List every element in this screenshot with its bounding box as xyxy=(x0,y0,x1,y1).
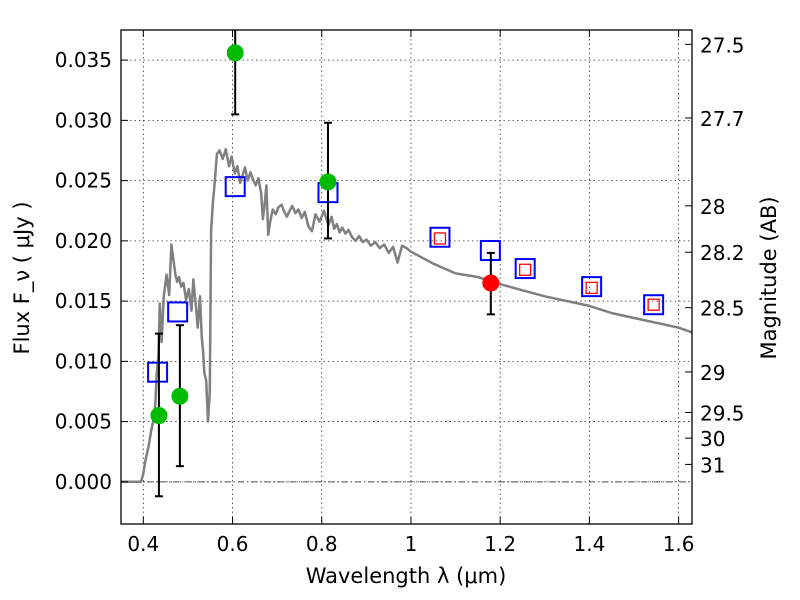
data-series xyxy=(121,30,693,498)
magnitude-tick-label: 27.7 xyxy=(700,107,745,131)
x-tick-label: 1 xyxy=(405,532,418,556)
y-tick-label: 0.010 xyxy=(55,349,112,373)
blue-model-square xyxy=(167,301,189,323)
red-model-square xyxy=(433,232,447,245)
magnitude-tick-label: 30 xyxy=(700,427,725,451)
blue-model-square xyxy=(429,226,451,248)
magnitude-tick-label: 27.5 xyxy=(700,33,745,57)
y-tick-label: 0.005 xyxy=(55,410,112,434)
magnitude-tick-label: 28 xyxy=(700,195,725,219)
blue-model-square xyxy=(581,276,603,298)
y-tick-label: 0.020 xyxy=(55,229,112,253)
green-observed-point xyxy=(226,44,244,62)
magnitude-tick-label: 29.5 xyxy=(700,401,745,425)
model-sed-line xyxy=(121,148,693,484)
blue-model-square xyxy=(224,176,246,198)
x-tick-label: 1.6 xyxy=(663,532,695,556)
x-tick-label: 0.6 xyxy=(217,532,249,556)
blue-model-square xyxy=(643,294,665,316)
grid-lines xyxy=(121,30,692,524)
plot-frame xyxy=(120,29,693,525)
blue-model-square xyxy=(514,258,536,280)
magnitude-tick-label: 28.5 xyxy=(700,297,745,321)
y-tick-label: 0.025 xyxy=(55,169,112,193)
blue-model-square xyxy=(147,361,169,383)
y-tick-label: 0.015 xyxy=(55,289,112,313)
red-model-square xyxy=(647,298,660,311)
red-model-square xyxy=(519,263,532,276)
y-tick-label: 0.000 xyxy=(55,470,112,494)
magnitude-tick-label: 31 xyxy=(700,453,725,477)
x-tick-label: 0.8 xyxy=(306,532,338,556)
x-tick-label: 1.4 xyxy=(573,532,605,556)
y-axis-ticks: 0.000 0.005 0.010 0.015 0.020 0.025 0.030 0.035 xyxy=(55,48,128,494)
magnitude-axis-title: Magnitude (AB) xyxy=(757,196,781,359)
green-observed-point xyxy=(171,387,189,405)
x-axis-title: Wavelength λ (μm) xyxy=(306,564,507,588)
y-tick-label: 0.030 xyxy=(55,108,112,132)
green-observed-point xyxy=(150,407,168,425)
green-observed-point xyxy=(319,173,337,191)
magnitude-tick-label: 29 xyxy=(700,361,725,385)
red-model-square xyxy=(585,281,598,294)
y-axis-title: Flux F_ν ( μJy ) xyxy=(10,201,35,354)
red-observed-point xyxy=(482,274,500,292)
magnitude-tick-label: 28.2 xyxy=(700,241,745,265)
x-axis-ticks: 0.4 0.6 0.8 1 1.2 1.4 1.6 xyxy=(127,30,695,556)
x-tick-label: 0.4 xyxy=(127,532,159,556)
y-tick-label: 0.035 xyxy=(55,48,112,72)
x-tick-label: 1.2 xyxy=(484,532,516,556)
